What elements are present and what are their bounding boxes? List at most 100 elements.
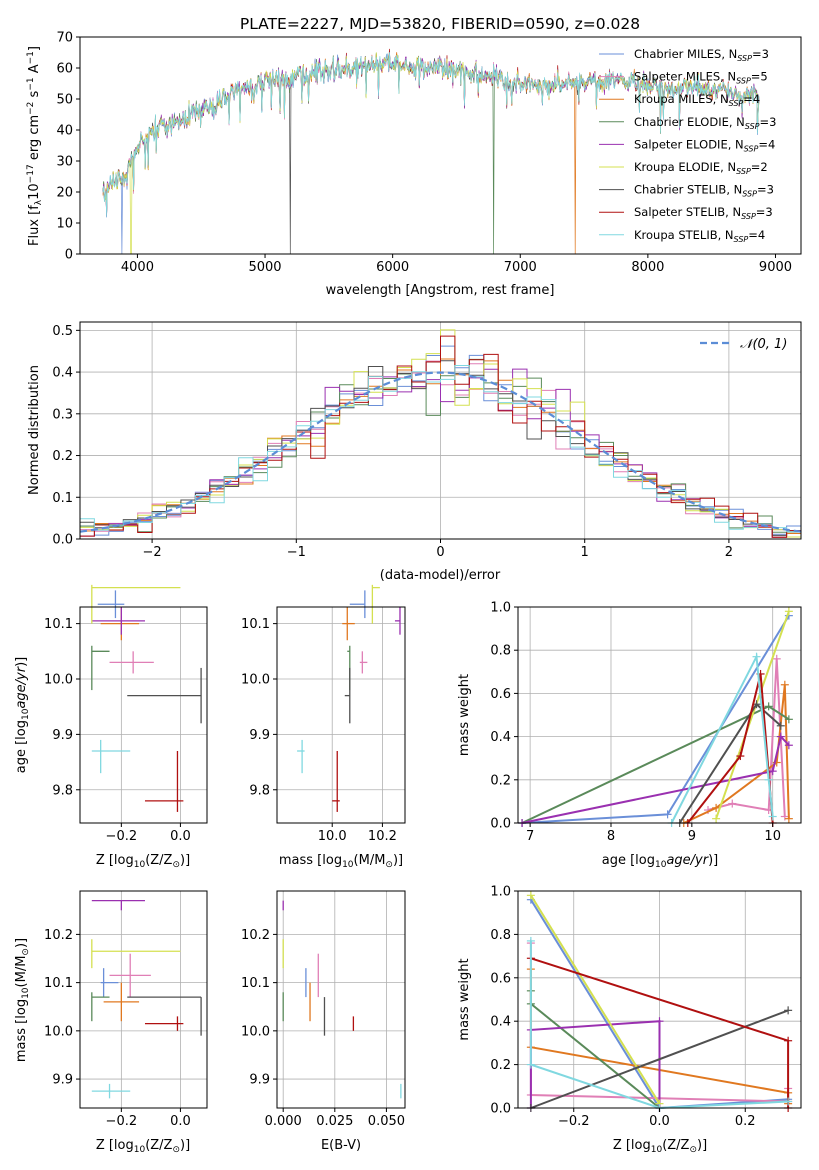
y-tick-label: 10.1 — [44, 617, 73, 632]
y-tick-label: 10.0 — [44, 673, 73, 688]
x-tick-label: −1 — [287, 545, 306, 560]
plot-area — [518, 607, 801, 823]
weight-vs-age-panel: 7 8 9 10 0.0 0.2 0.4 0.6 0.8 1.0 mass weight age [l… — [457, 601, 802, 870]
y-tick-label: 30 — [56, 155, 73, 170]
y-tick-label: 0.2 — [52, 449, 73, 464]
x-tick-label: 4000 — [121, 260, 154, 275]
x-tick-label: 9000 — [759, 260, 792, 275]
plot-area — [277, 891, 405, 1108]
x-tick-label: 1 — [581, 545, 589, 560]
weight-line-4 — [521, 734, 790, 824]
y-tick-label: 10.1 — [241, 976, 270, 991]
x-axis-label: Z [log10(Z/Z⊙)] — [96, 853, 190, 870]
plot-area — [80, 891, 207, 1108]
weight-marker-8 — [752, 652, 761, 661]
legend-entry: Kroupa MILES, NSSP=4 — [634, 92, 760, 108]
spectrum-line-8 — [102, 52, 760, 217]
y-axis-label: Flux [fλ10−17 erg cm−2 s−1 A−1] — [26, 46, 44, 246]
x-axis-label: wavelength [Angstrom, rest frame] — [326, 283, 555, 298]
weight-marker-2 — [712, 803, 721, 812]
x-tick-label: 2 — [725, 545, 733, 560]
weight-marker-8 — [526, 1060, 535, 1069]
weight-marker-8 — [784, 1097, 793, 1106]
y-tick-label: 0 — [65, 248, 73, 263]
x-tick-label: 6000 — [376, 260, 409, 275]
mass-vs-ebv-panel: 0.000 0.025 0.050 9.9 10.0 10.1 10.2 E(B-V) — [241, 890, 406, 1153]
x-tick-label: −0.2 — [106, 1114, 138, 1129]
y-tick-label: 0.6 — [490, 971, 511, 986]
y-tick-label: 50 — [56, 93, 73, 108]
axes-frame — [276, 890, 406, 1109]
y-tick-label: 10.1 — [44, 976, 73, 991]
x-tick-label: −0.2 — [106, 829, 138, 844]
legend-entry: Chabrier ELODIE, NSSP=3 — [634, 115, 776, 131]
x-tick-label: 0.0 — [649, 1114, 670, 1129]
y-tick-label: 0.8 — [490, 928, 511, 943]
weight-marker-4 — [784, 741, 793, 750]
weight-marker-4 — [776, 732, 785, 741]
y-tick-label: 0.0 — [490, 817, 511, 832]
y-axis-label: age [log10age/yr)] — [14, 657, 31, 774]
y-tick-label: 10.0 — [241, 1024, 270, 1039]
x-tick-label: 8 — [607, 829, 615, 844]
histogram-8 — [80, 365, 801, 533]
weight-line-7 — [687, 673, 774, 824]
x-tick-label: 7 — [526, 829, 534, 844]
y-tick-label: 20 — [56, 186, 73, 201]
y-tick-label: 0.6 — [490, 687, 511, 702]
x-axis-label: (data-model)/error — [380, 568, 501, 583]
x-tick-label: 0 — [436, 545, 444, 560]
y-tick-label: 10.2 — [241, 928, 270, 943]
y-tick-label: 9.9 — [52, 728, 73, 743]
weight-marker-6 — [784, 1006, 793, 1015]
weight-marker-6 — [776, 721, 785, 730]
weight-marker-3 — [784, 715, 793, 724]
x-axis-label: Z [log10(Z/Z⊙)] — [613, 1138, 707, 1155]
legend-entry: Salpeter STELIB, NSSP=3 — [634, 205, 773, 221]
y-tick-label: 0.8 — [490, 644, 511, 659]
mass-vs-z-panel: −0.2 0.0 9.9 10.0 10.1 10.2 Z [log10(Z/Z⊙)] mas… — [14, 890, 208, 1155]
legend-entry: 𝒩(0, 1) — [740, 337, 787, 352]
spectrum-panel: 4000 5000 6000 7000 8000 9000 0 10 20 30 40 50 60 70 w… — [26, 31, 802, 298]
y-tick-label: 9.8 — [249, 783, 270, 798]
x-tick-label: 8000 — [631, 260, 664, 275]
x-tick-label: 10.2 — [368, 829, 397, 844]
y-tick-label: 9.9 — [52, 1073, 73, 1088]
x-tick-label: 0.025 — [316, 1114, 353, 1129]
residual-histogram-panel: −2 −1 0 1 2 0.0 0.1 0.2 0.3 0.4 0.5 (data-model)/er… — [27, 321, 802, 583]
y-tick-label: 40 — [56, 124, 73, 139]
weight-marker-5 — [712, 814, 721, 823]
y-tick-label: 0.1 — [52, 491, 73, 506]
x-tick-label: 7000 — [504, 260, 537, 275]
plot-area — [80, 607, 207, 823]
weight-marker-1 — [780, 812, 789, 821]
weight-marker-7 — [784, 1036, 793, 1045]
weight-marker-3 — [764, 702, 773, 711]
legend-entry: Kroupa ELODIE, NSSP=2 — [634, 160, 768, 176]
legend-entry: Salpeter MILES, NSSP=5 — [634, 70, 768, 86]
x-tick-label: 10 — [764, 829, 781, 844]
y-tick-label: 0.4 — [52, 366, 73, 381]
y-tick-label: 10 — [56, 217, 73, 232]
y-tick-label: 10.0 — [44, 1024, 73, 1039]
x-tick-label: 0.0 — [170, 829, 191, 844]
y-tick-label: 0.5 — [52, 324, 73, 339]
x-tick-label: 0.2 — [735, 1114, 756, 1129]
y-tick-label: 10.0 — [241, 673, 270, 688]
weight-marker-4 — [768, 767, 777, 776]
figure-title: PLATE=2227, MJD=53820, FIBERID=0590, z=0… — [240, 15, 640, 33]
y-tick-label: 0.0 — [490, 1102, 511, 1117]
x-tick-label: 0.050 — [368, 1114, 405, 1129]
axes-frame — [517, 606, 802, 824]
axes-frame — [276, 606, 406, 824]
weight-vs-z-panel: −0.2 0.0 0.2 0.0 0.2 0.4 0.6 0.8 1.0 mass weight Z… — [457, 885, 802, 1155]
y-tick-label: 0.3 — [52, 407, 73, 422]
x-tick-label: 5000 — [248, 260, 281, 275]
plot-area — [277, 607, 405, 823]
y-tick-label: 70 — [56, 31, 73, 46]
weight-line-4 — [529, 1020, 661, 1108]
y-tick-label: 10.1 — [241, 617, 270, 632]
y-tick-label: 0.2 — [490, 1058, 511, 1073]
axes-frame — [79, 36, 802, 255]
